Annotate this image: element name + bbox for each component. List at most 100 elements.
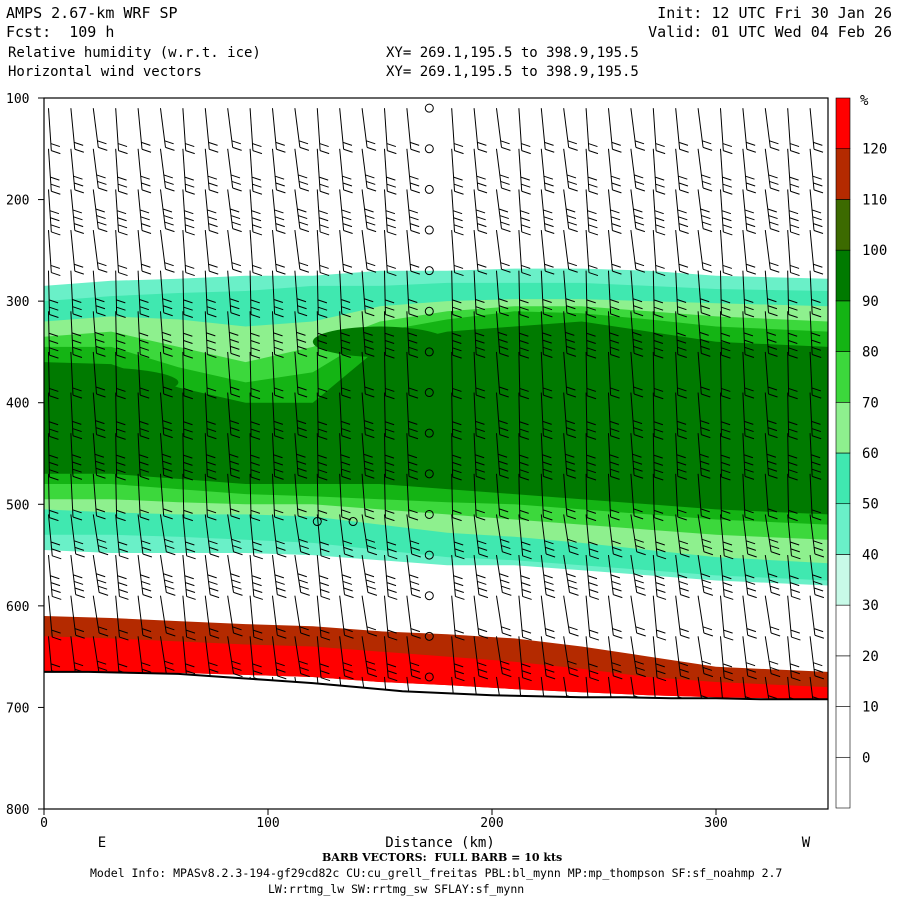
wind-barb	[92, 189, 108, 233]
barb-flag	[769, 626, 780, 631]
wind-barb	[697, 514, 714, 556]
barb-flag	[411, 675, 421, 680]
barb-flag	[477, 189, 488, 194]
barb-flag	[116, 299, 126, 304]
barb-flag	[319, 217, 329, 222]
barb-flag	[408, 346, 418, 351]
barb-flag	[49, 476, 59, 481]
barb-flag	[788, 428, 798, 433]
wind-barb	[809, 108, 824, 153]
barb-flag	[676, 298, 687, 303]
barb-flag	[72, 420, 82, 425]
barb-flag	[655, 176, 665, 181]
barb-staff	[652, 230, 657, 273]
barb-flag	[721, 428, 731, 433]
wind-barb	[495, 392, 509, 439]
barb-flag	[721, 395, 731, 400]
wind-barb	[271, 595, 287, 639]
barb-flag	[813, 148, 824, 153]
colorbar-swatch	[835, 199, 851, 251]
header-model: AMPS 2.67-km WRF SP	[6, 4, 178, 22]
barb-flag	[568, 268, 578, 273]
barb-staff	[47, 636, 53, 678]
wind-barb	[764, 636, 781, 678]
barb-flag	[384, 332, 395, 337]
wind-barb	[159, 189, 175, 233]
calm-circle	[424, 184, 434, 194]
barb-flag	[411, 553, 421, 558]
wind-barb	[742, 270, 755, 318]
barb-flag	[116, 509, 126, 514]
barb-flag	[95, 345, 106, 350]
header-forecast: Fcst: 109 h	[6, 23, 115, 41]
wind-barb	[115, 351, 126, 400]
barb-flag	[654, 517, 664, 522]
barb-flag	[342, 263, 353, 268]
barb-flag	[116, 435, 126, 440]
barb-flag	[208, 540, 218, 545]
barb-flag	[612, 148, 622, 153]
wind-barb	[563, 636, 579, 678]
barb-staff	[70, 636, 77, 676]
barb-flag	[410, 270, 420, 275]
barb-flag	[49, 306, 59, 311]
barb-flag	[680, 553, 690, 558]
barb-flag	[653, 469, 664, 474]
barb-flag	[96, 434, 106, 439]
barb-flag	[139, 509, 149, 514]
wind-barb	[316, 230, 330, 277]
barb-staff	[92, 351, 97, 395]
barb-flag	[497, 331, 508, 336]
barb-flag	[320, 555, 331, 560]
barb-flag	[813, 546, 824, 551]
barb-flag	[475, 339, 485, 344]
barb-flag	[610, 509, 620, 514]
barb-flag	[185, 264, 195, 269]
barb-flag	[477, 141, 487, 146]
barb-flag	[207, 354, 217, 358]
wind-barb	[383, 555, 398, 600]
barb-flag	[366, 626, 377, 631]
barb-staff	[137, 148, 143, 190]
barb-flag	[340, 339, 351, 344]
barb-flag	[300, 551, 310, 556]
wind-barb	[787, 555, 801, 600]
barb-staff	[719, 595, 725, 638]
barb-flag	[297, 312, 308, 317]
barb-flag	[770, 146, 780, 151]
barb-flag	[274, 313, 284, 318]
barb-flag	[566, 352, 577, 357]
barb-flag	[384, 340, 395, 344]
barb-flag	[118, 629, 128, 634]
barb-staff	[361, 108, 368, 148]
barb-flag	[341, 468, 351, 473]
barb-staff	[361, 148, 368, 189]
wind-barb	[764, 311, 778, 357]
wind-barb	[294, 392, 308, 439]
wind-barb	[47, 189, 61, 236]
barb-flag	[678, 175, 688, 180]
wind-barb	[719, 514, 734, 560]
barb-flag	[98, 268, 108, 273]
barb-flag	[812, 394, 822, 399]
barb-flag	[745, 662, 756, 667]
barb-flag	[343, 270, 353, 275]
wind-barb	[652, 108, 666, 155]
barb-flag	[298, 538, 308, 543]
barb-flag	[185, 663, 195, 668]
barb-flag	[521, 224, 531, 229]
calm-circle	[424, 347, 434, 357]
barb-flag	[566, 174, 577, 179]
wind-barb	[204, 189, 219, 234]
barb-flag	[96, 515, 106, 520]
barb-flag	[700, 338, 710, 343]
wind-barb	[518, 595, 532, 641]
wind-barb	[675, 392, 687, 440]
barb-flag	[722, 217, 732, 222]
barb-flag	[454, 231, 464, 236]
wind-barb	[339, 108, 353, 153]
wind-barb	[451, 351, 462, 400]
barb-flag	[452, 314, 462, 318]
wind-barb	[675, 473, 687, 521]
